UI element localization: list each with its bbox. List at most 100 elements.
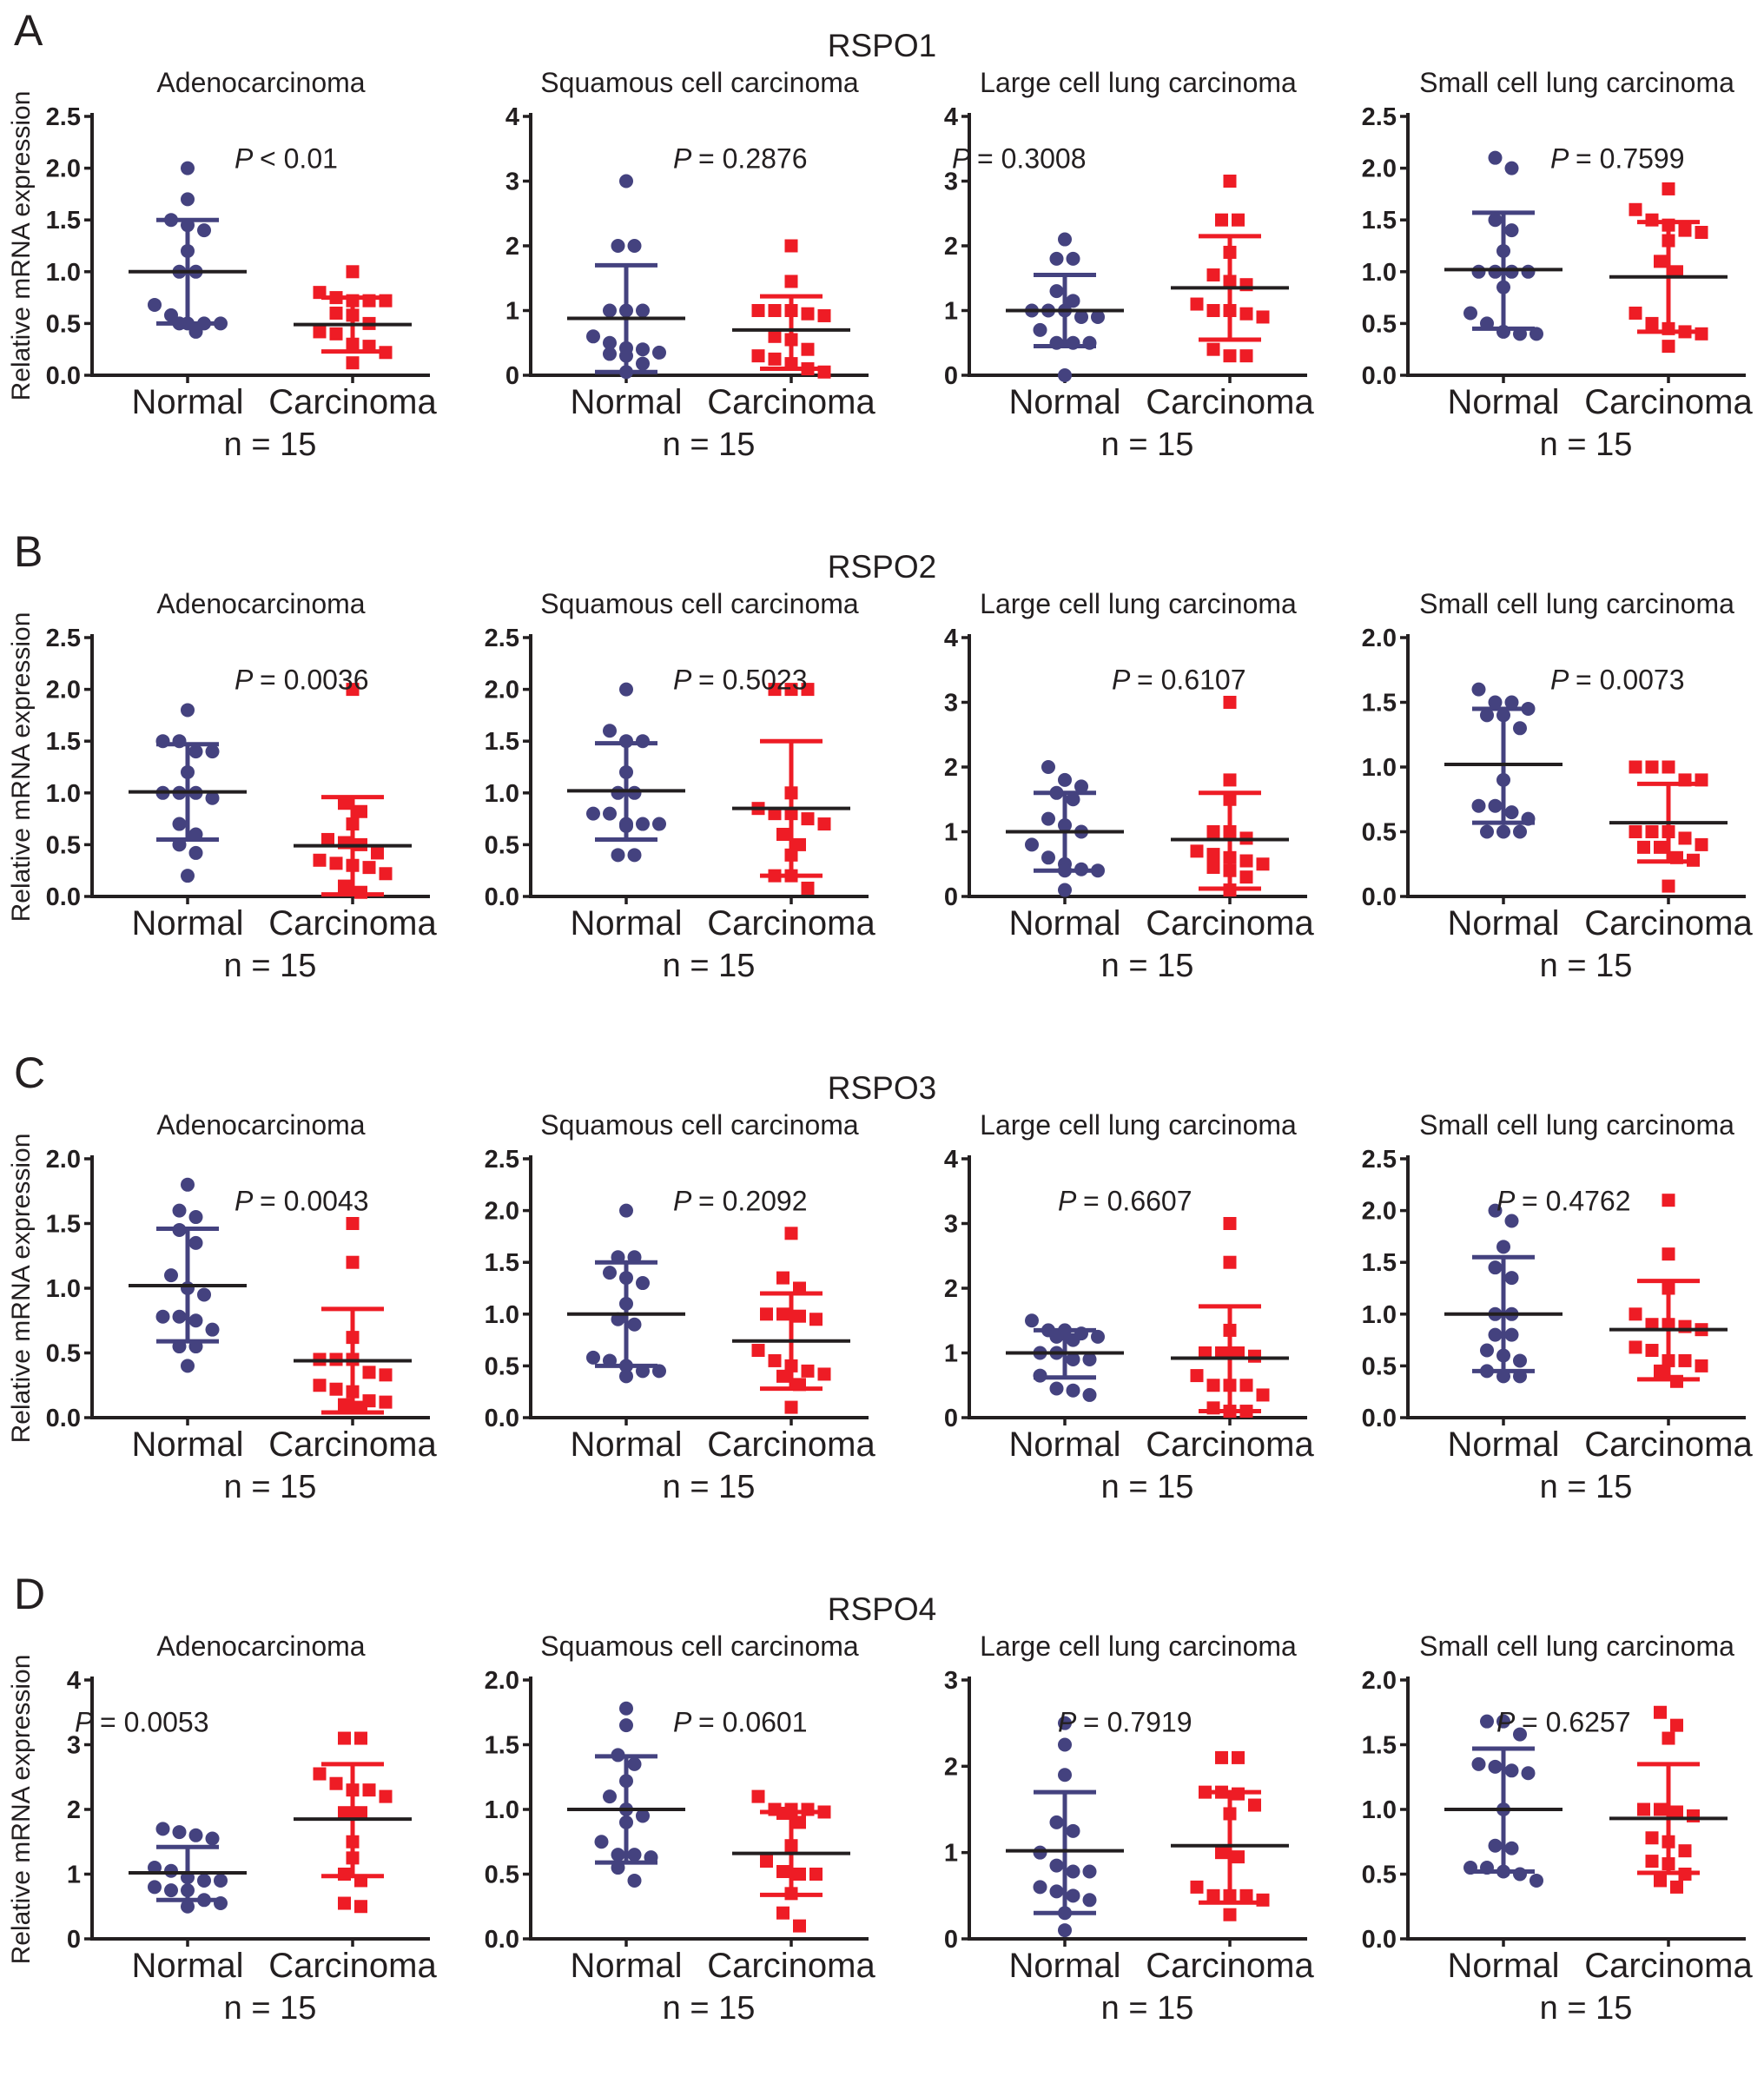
y-tick-label: 2.5 [46,625,81,652]
data-point [1513,1727,1527,1742]
data-point [1232,213,1245,227]
data-point [1678,773,1692,787]
data-point [354,1900,367,1914]
data-point [338,1731,351,1745]
data-point [181,869,195,883]
data-point [172,1222,187,1237]
x-group-label: Carcinoma [707,904,875,942]
data-point [1471,798,1486,813]
p-value-label: P = 0.6607 [1058,1186,1193,1217]
data-point [619,1701,633,1716]
data-point [181,218,195,233]
data-point [751,1344,765,1358]
data-point [346,858,360,872]
data-point [611,239,625,253]
data-point [188,1828,203,1842]
data-point [1223,773,1237,787]
data-point [1629,1307,1642,1321]
data-point [793,837,806,851]
y-tick-label: 0.5 [485,1862,519,1889]
data-point [1521,811,1536,826]
data-point [181,1359,195,1373]
data-point [1058,1768,1072,1782]
data-point [1695,1359,1708,1372]
data-point [362,861,376,875]
p-value-label: P = 0.7919 [1058,1707,1193,1738]
data-point [1471,1756,1486,1771]
data-point [1629,1340,1642,1354]
y-tick-label: 0.5 [485,1353,519,1380]
scatter-plot: Squamous cell carcinoma 0 1 2 3 4 P = 0.2876 No… [505,67,876,463]
data-point [1662,182,1675,195]
data-point [636,342,650,357]
data-point [1082,1864,1097,1879]
data-point [181,703,195,718]
y-tick-label: 4 [67,1667,81,1695]
data-point [1496,1864,1510,1879]
data-point [164,1883,178,1898]
data-point [1049,1329,1064,1344]
plots-row: Adenocarcinoma 0.0 0.5 1.0 1.5 2.0 2.5 P = 0.00… [7,584,1760,992]
data-point [1496,1369,1510,1384]
data-point [1513,327,1527,341]
x-group-label: Carcinoma [268,904,437,942]
p-value-label: P < 0.01 [235,143,338,175]
data-point [338,1896,351,1910]
data-point [586,806,600,821]
data-point [346,1217,360,1230]
p-value-label: P = 0.3008 [952,143,1087,175]
data-point [1223,696,1237,709]
data-point [1488,1203,1503,1218]
data-point [1496,1714,1510,1729]
x-group-label: Normal [1448,383,1560,421]
y-tick-label: 1.0 [485,1796,519,1824]
data-point [155,734,170,749]
data-point [1513,1353,1527,1368]
data-point [1223,863,1237,877]
data-point [1480,1364,1494,1379]
data-point [1223,349,1237,363]
n-label: n = 15 [1540,948,1633,984]
y-tick-label: 0.0 [1362,1926,1397,1954]
gene-title: RSPO4 [827,1591,937,1627]
plot-title: Adenocarcinoma [156,588,365,619]
data-point [1504,223,1519,238]
p-value-label: P = 0.2876 [673,143,808,175]
data-point [611,848,625,863]
data-point [652,817,666,831]
data-point [197,223,211,238]
n-label: n = 15 [1540,427,1633,463]
n-label: n = 15 [663,1469,756,1505]
data-point [1190,1880,1204,1894]
data-point [1662,1281,1675,1295]
data-point [1645,1318,1659,1332]
data-point [1082,1893,1097,1908]
scatter-plot: Squamous cell carcinoma 0.0 0.5 1.0 1.5 2.0 2.… [485,588,876,984]
data-point [354,1874,367,1888]
data-point [181,192,195,207]
scatter-plot: Adenocarcinoma 0.0 0.5 1.0 1.5 2.0 2.5 P = 0.00… [7,588,437,984]
data-point [1504,1214,1519,1228]
data-point [768,304,782,317]
data-point [1670,1880,1683,1894]
data-point [1654,840,1667,854]
y-tick-label: 2.0 [485,1198,519,1226]
data-point [1529,327,1543,341]
data-point [776,1271,790,1285]
n-label: n = 15 [224,1469,317,1505]
data-point [188,324,203,339]
data-point [205,744,220,759]
data-point [181,161,195,175]
scatter-plot: Small cell lung carcinoma 0.0 0.5 1.0 1.5 2.0… [1362,67,1754,463]
data-point [1496,1348,1510,1363]
y-tick-label: 1.0 [46,1275,81,1303]
data-point [1629,825,1642,838]
data-point [1488,1759,1503,1774]
y-tick-label: 0 [944,1926,958,1954]
data-point [619,734,633,749]
data-point [1513,721,1527,736]
n-label: n = 15 [663,948,756,984]
data-point [1066,1888,1080,1903]
scatter-plot: Adenocarcinoma 0 1 2 3 4 P = 0.0053 Normal Carci… [7,1630,437,2027]
data-point [1504,264,1519,279]
